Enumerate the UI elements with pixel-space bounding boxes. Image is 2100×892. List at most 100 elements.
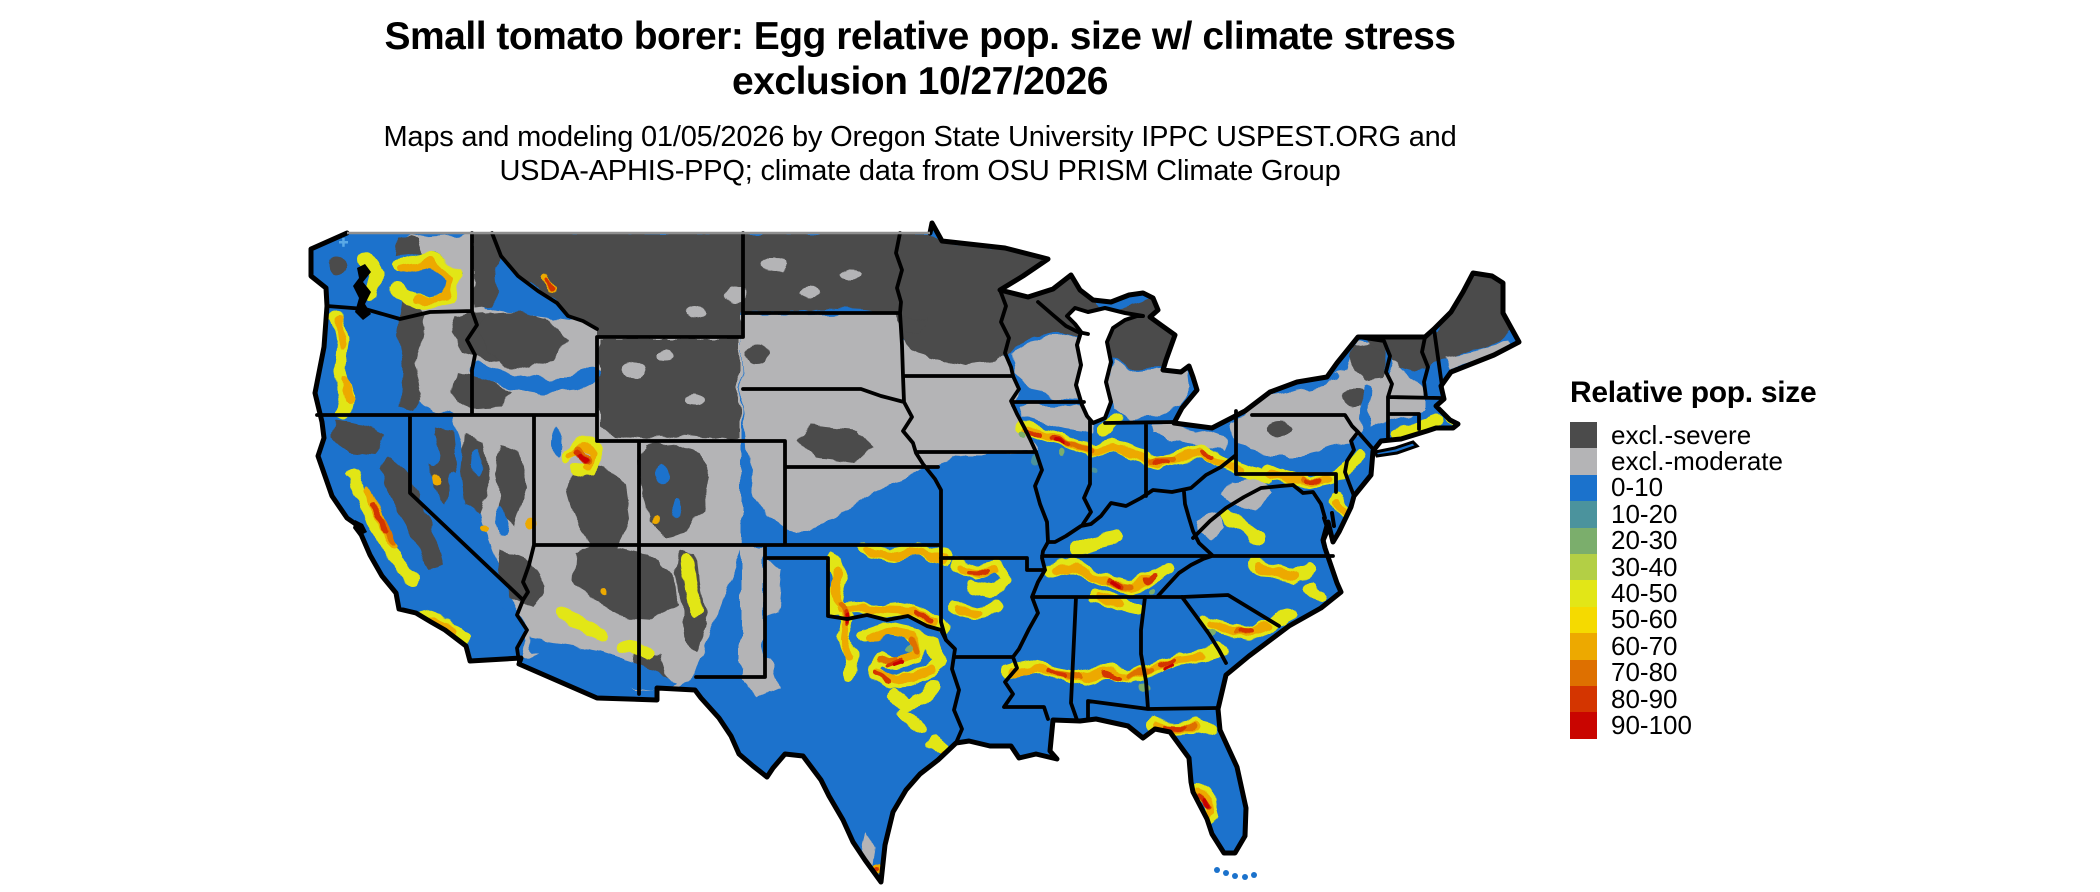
offshore-marker	[339, 237, 348, 247]
legend-label: 30-40	[1611, 551, 1678, 582]
legend-swatch	[1570, 712, 1597, 739]
legend: Relative pop. size excl.-severe excl.-mod…	[1570, 376, 1817, 740]
puget-sound	[353, 264, 371, 320]
legend-item: 40-50	[1570, 578, 1816, 609]
legend-item: excl.-moderate	[1570, 446, 1816, 477]
legend-item: 0-10	[1570, 472, 1816, 503]
legend-label: 60-70	[1611, 630, 1678, 661]
legend-swatch	[1570, 606, 1597, 634]
state-borders	[315, 231, 1444, 745]
legend-swatch	[1570, 422, 1597, 449]
utah-plateau-severe	[567, 465, 630, 550]
nevada-range-severe-2	[460, 435, 490, 515]
legend-item: 70-80	[1570, 657, 1816, 688]
texas-panhandle-moderate	[765, 560, 783, 616]
mojave-low	[440, 575, 520, 648]
montana-moderate-patch	[761, 257, 789, 273]
colorado-valley-low	[672, 499, 682, 517]
legend-label: 20-30	[1611, 525, 1678, 556]
colorado-east-moderate	[705, 446, 741, 522]
nevada-south-severe	[497, 550, 545, 608]
map-title-line1: Small tomato borer: Egg relative pop. si…	[384, 15, 1456, 58]
wyoming-moderate-patch	[657, 349, 673, 361]
legend-swatch	[1570, 553, 1597, 581]
montana-moderate-patch	[723, 288, 747, 302]
florida-keys	[1214, 867, 1257, 880]
pa-north-severe	[1266, 421, 1294, 435]
legend-swatch	[1570, 580, 1597, 607]
olympics-severe	[327, 257, 347, 273]
legend-label: excl.-severe	[1611, 419, 1752, 450]
nevada-valley-low	[427, 436, 439, 468]
montana-moderate-patch	[841, 270, 859, 280]
legend-swatch	[1570, 501, 1597, 528]
snake-plain-low	[470, 363, 600, 393]
sandhills-severe	[799, 425, 875, 463]
us-map	[308, 220, 1522, 885]
map-title: Small tomato borer: Egg relative pop. si…	[120, 14, 1720, 104]
legend-label: 50-60	[1611, 604, 1678, 635]
salt-lake-valley-low	[551, 428, 563, 456]
san-francisco-bay	[353, 520, 367, 536]
legend-item: 80-90	[1570, 683, 1816, 714]
west-texas-moderate	[741, 648, 781, 698]
legend-items: excl.-severe excl.-moderate 0-10 10-20 20-30…	[1570, 419, 1816, 740]
oregon-se-severe	[450, 372, 510, 410]
map-subtitle: Maps and modeling 01/05/2026 by Oregon S…	[120, 120, 1720, 188]
colorado-rockies-severe	[639, 442, 710, 538]
sierra-severe	[381, 455, 443, 570]
map-title-line2: exclusion 10/27/2026	[732, 60, 1108, 103]
nevada-valley-low	[495, 504, 507, 536]
legend-swatch	[1570, 448, 1597, 475]
colorado-valley-low	[657, 465, 669, 485]
wyoming-moderate-patch	[685, 393, 705, 407]
legend-swatch	[1570, 685, 1597, 713]
legend-title: Relative pop. size	[1570, 376, 1817, 409]
nevada-valley-low	[449, 470, 461, 506]
montana-moderate-patch	[685, 306, 705, 318]
legend-label: 90-100	[1611, 710, 1692, 740]
legend-swatch	[1570, 633, 1597, 660]
legend-label: 0-10	[1611, 472, 1664, 503]
map-subtitle-line1: Maps and modeling 01/05/2026 by Oregon S…	[383, 121, 1457, 153]
legend-item: 60-70	[1570, 630, 1816, 661]
klamath-severe	[330, 420, 385, 455]
legend-swatch	[1570, 527, 1597, 554]
wyoming-moderate-patch	[623, 362, 647, 378]
long-island	[1372, 440, 1420, 458]
map-subtitle-line2: USDA-APHIS-PPQ; climate data from OSU PR…	[499, 155, 1341, 187]
hotspot-dots	[430, 430, 1217, 874]
hudson-valley-low	[1361, 384, 1375, 452]
catskills-severe	[1343, 390, 1367, 406]
ohio-north-moderate	[1150, 425, 1227, 450]
legend-item: 30-40	[1570, 551, 1816, 582]
legend-item: 50-60	[1570, 604, 1816, 635]
montana-moderate-patch	[800, 286, 820, 298]
legend-label: 10-20	[1611, 498, 1678, 529]
legend-item: 10-20	[1570, 498, 1816, 529]
legend-swatch	[1570, 659, 1597, 686]
us-outline	[308, 220, 1522, 885]
idaho-central-severe	[480, 312, 567, 370]
legend-item: 20-30	[1570, 525, 1816, 556]
maine-south-moderate	[1445, 340, 1515, 372]
legend-item: excl.-severe	[1570, 419, 1816, 450]
legend-swatch	[1570, 474, 1597, 502]
legend-label: 40-50	[1611, 578, 1678, 609]
arizona-plateau-severe	[573, 545, 677, 620]
plains-moderate-exclusion-region	[741, 313, 1036, 532]
new-mexico-east-moderate	[741, 545, 763, 668]
legend-label: excl.-moderate	[1611, 446, 1783, 477]
legend-item: 90-100	[1570, 710, 1816, 740]
legend-label: 70-80	[1611, 657, 1678, 688]
lake-michigan	[1065, 306, 1145, 425]
northern-new-england-severe	[1365, 273, 1510, 370]
nevada-valley-low	[472, 448, 482, 476]
raster-layer	[311, 223, 1519, 882]
illinois-north-moderate	[1017, 404, 1095, 432]
sd-corner-severe	[901, 316, 927, 334]
black-hills-severe	[746, 346, 768, 364]
legend-label: 80-90	[1611, 683, 1678, 714]
wv-ridge-moderate-2	[1197, 514, 1225, 538]
